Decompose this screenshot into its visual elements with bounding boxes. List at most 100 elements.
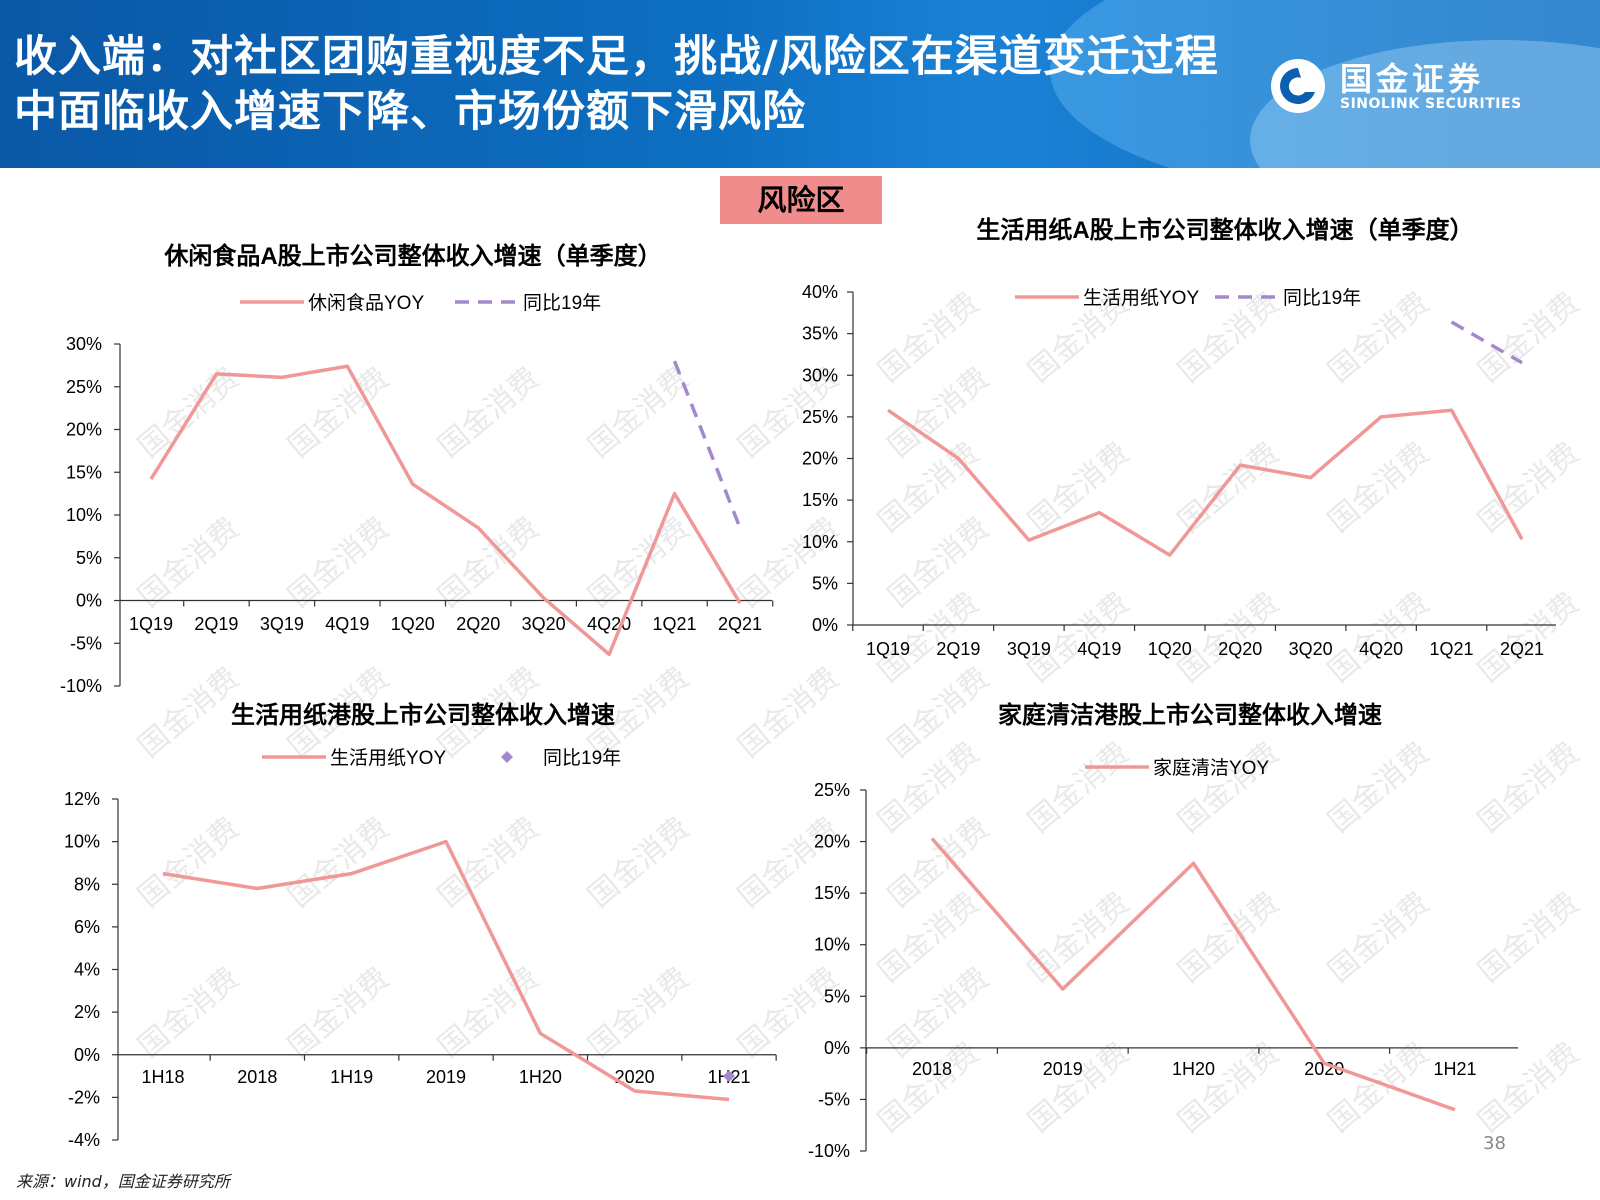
watermark-text: 国金消费 bbox=[1472, 887, 1585, 989]
series-line bbox=[887, 408, 1524, 557]
x-tick-label: 2019 bbox=[1043, 1059, 1083, 1079]
watermark-text: 国金消费 bbox=[1172, 437, 1285, 539]
watermark-text: 国金消费 bbox=[1322, 737, 1435, 839]
x-tick-label: 3Q19 bbox=[1007, 639, 1051, 659]
y-tick-label: 30% bbox=[66, 334, 102, 354]
chart-title: 生活用纸港股上市公司整体收入增速 bbox=[231, 701, 615, 729]
watermark-text: 国金消费 bbox=[582, 362, 695, 464]
y-tick-label: 0% bbox=[76, 591, 102, 611]
legend-label: 休闲食品YOY bbox=[308, 292, 424, 314]
x-tick-label: 2Q20 bbox=[456, 614, 500, 634]
y-tick-label: 15% bbox=[802, 490, 838, 510]
watermark-text: 国金消费 bbox=[1472, 737, 1585, 839]
series-line bbox=[930, 837, 1456, 1112]
y-tick-label: -10% bbox=[60, 676, 102, 696]
x-tick-label: 1Q20 bbox=[1148, 639, 1192, 659]
legend-label: 家庭清洁YOY bbox=[1153, 757, 1269, 779]
watermark-text: 国金消费 bbox=[1172, 587, 1285, 689]
legend-label: 生活用纸YOY bbox=[1083, 287, 1199, 309]
x-tick-label: 1H20 bbox=[519, 1067, 562, 1087]
legend-label: 同比19年 bbox=[543, 747, 621, 769]
x-tick-label: 2020 bbox=[615, 1067, 655, 1087]
watermark-text: 国金消费 bbox=[1022, 1037, 1135, 1139]
x-tick-label: 3Q20 bbox=[522, 614, 566, 634]
x-tick-label: 2Q19 bbox=[936, 639, 980, 659]
watermark-text: 国金消费 bbox=[432, 362, 545, 464]
x-tick-label: 1Q21 bbox=[1430, 639, 1474, 659]
x-tick-label: 1Q19 bbox=[129, 614, 173, 634]
y-tick-label: 10% bbox=[64, 832, 100, 852]
y-tick-label: -5% bbox=[818, 1089, 850, 1109]
watermark-text: 国金消费 bbox=[732, 662, 845, 764]
watermark-text: 国金消费 bbox=[1472, 437, 1585, 539]
y-tick-label: 4% bbox=[74, 960, 100, 980]
x-tick-label: 1Q21 bbox=[653, 614, 697, 634]
watermark-text: 国金消费 bbox=[872, 1037, 985, 1139]
series-line bbox=[1450, 320, 1523, 365]
watermark-text: 国金消费 bbox=[1472, 587, 1585, 689]
x-tick-label: 4Q19 bbox=[1077, 639, 1121, 659]
legend-label: 同比19年 bbox=[523, 292, 601, 314]
watermark-text: 国金消费 bbox=[1022, 587, 1135, 689]
watermark-text: 国金消费 bbox=[1172, 1037, 1285, 1139]
x-tick-label: 2Q20 bbox=[1218, 639, 1262, 659]
legend-label: 同比19年 bbox=[1283, 287, 1361, 309]
watermark-text: 国金消费 bbox=[282, 512, 395, 614]
x-tick-label: 2018 bbox=[237, 1067, 277, 1087]
watermark-text: 国金消费 bbox=[582, 812, 695, 914]
x-tick-label: 2Q21 bbox=[1500, 639, 1544, 659]
legend-label: 生活用纸YOY bbox=[330, 747, 446, 769]
series-line bbox=[149, 364, 742, 657]
y-tick-label: 12% bbox=[64, 789, 100, 809]
y-tick-label: 35% bbox=[802, 324, 838, 344]
y-tick-label: 5% bbox=[812, 573, 838, 593]
y-tick-label: 20% bbox=[66, 420, 102, 440]
x-tick-label: 1Q19 bbox=[866, 639, 910, 659]
watermark-text: 国金消费 bbox=[582, 962, 695, 1064]
chart-title: 家庭清洁港股上市公司整体收入增速 bbox=[998, 701, 1382, 729]
watermark-text: 国金消费 bbox=[1472, 287, 1585, 389]
watermark-text: 国金消费 bbox=[132, 962, 245, 1064]
page-number: 38 bbox=[1483, 1133, 1506, 1154]
y-tick-label: 40% bbox=[802, 282, 838, 302]
watermark-text: 国金消费 bbox=[732, 512, 845, 614]
y-tick-label: 5% bbox=[76, 548, 102, 568]
watermark-text: 国金消费 bbox=[1472, 1037, 1585, 1139]
y-tick-label: 30% bbox=[802, 365, 838, 385]
company-logo: 国金证券 SINOLINK SECURITIES bbox=[1268, 52, 1568, 118]
x-tick-label: 4Q20 bbox=[1359, 639, 1403, 659]
x-tick-label: 3Q19 bbox=[260, 614, 304, 634]
watermark-text: 国金消费 bbox=[132, 362, 245, 464]
watermark-text: 国金消费 bbox=[1022, 737, 1135, 839]
header-decoration bbox=[1050, 0, 1600, 168]
x-tick-label: 1H18 bbox=[141, 1067, 184, 1087]
x-tick-label: 4Q19 bbox=[325, 614, 369, 634]
y-tick-label: 20% bbox=[802, 449, 838, 469]
y-tick-label: -5% bbox=[70, 633, 102, 653]
logo-text-cn: 国金证券 bbox=[1340, 60, 1485, 98]
source-note: 来源：wind，国金证券研究所 bbox=[16, 1172, 230, 1191]
watermark-text: 国金消费 bbox=[1172, 887, 1285, 989]
y-tick-label: 25% bbox=[802, 407, 838, 427]
watermark-text: 国金消费 bbox=[432, 512, 545, 614]
x-tick-label: 1H21 bbox=[1433, 1059, 1476, 1079]
x-tick-label: 1Q20 bbox=[391, 614, 435, 634]
data-point bbox=[723, 1070, 735, 1083]
watermark-text: 国金消费 bbox=[582, 512, 695, 614]
x-tick-label: 3Q20 bbox=[1289, 639, 1333, 659]
logo-text-en: SINOLINK SECURITIES bbox=[1340, 96, 1522, 112]
y-tick-label: 10% bbox=[814, 935, 850, 955]
x-tick-label: 1H20 bbox=[1172, 1059, 1215, 1079]
watermark-text: 国金消费 bbox=[132, 812, 245, 914]
legend-swatch bbox=[501, 751, 513, 763]
header-banner: 收入端：对社区团购重视度不足，挑战/风险区在渠道变迁过程中面临收入增速下降、市场… bbox=[0, 0, 1600, 168]
y-tick-label: 15% bbox=[66, 462, 102, 482]
chart-title: 休闲食品A股上市公司整体收入增速（单季度） bbox=[163, 242, 661, 270]
risk-zone-badge: 风险区 bbox=[720, 176, 882, 224]
series-line bbox=[672, 360, 742, 529]
y-tick-label: 5% bbox=[824, 986, 850, 1006]
watermark-text: 国金消费 bbox=[1322, 587, 1435, 689]
y-tick-label: -4% bbox=[68, 1130, 100, 1150]
x-tick-label: 2019 bbox=[426, 1067, 466, 1087]
